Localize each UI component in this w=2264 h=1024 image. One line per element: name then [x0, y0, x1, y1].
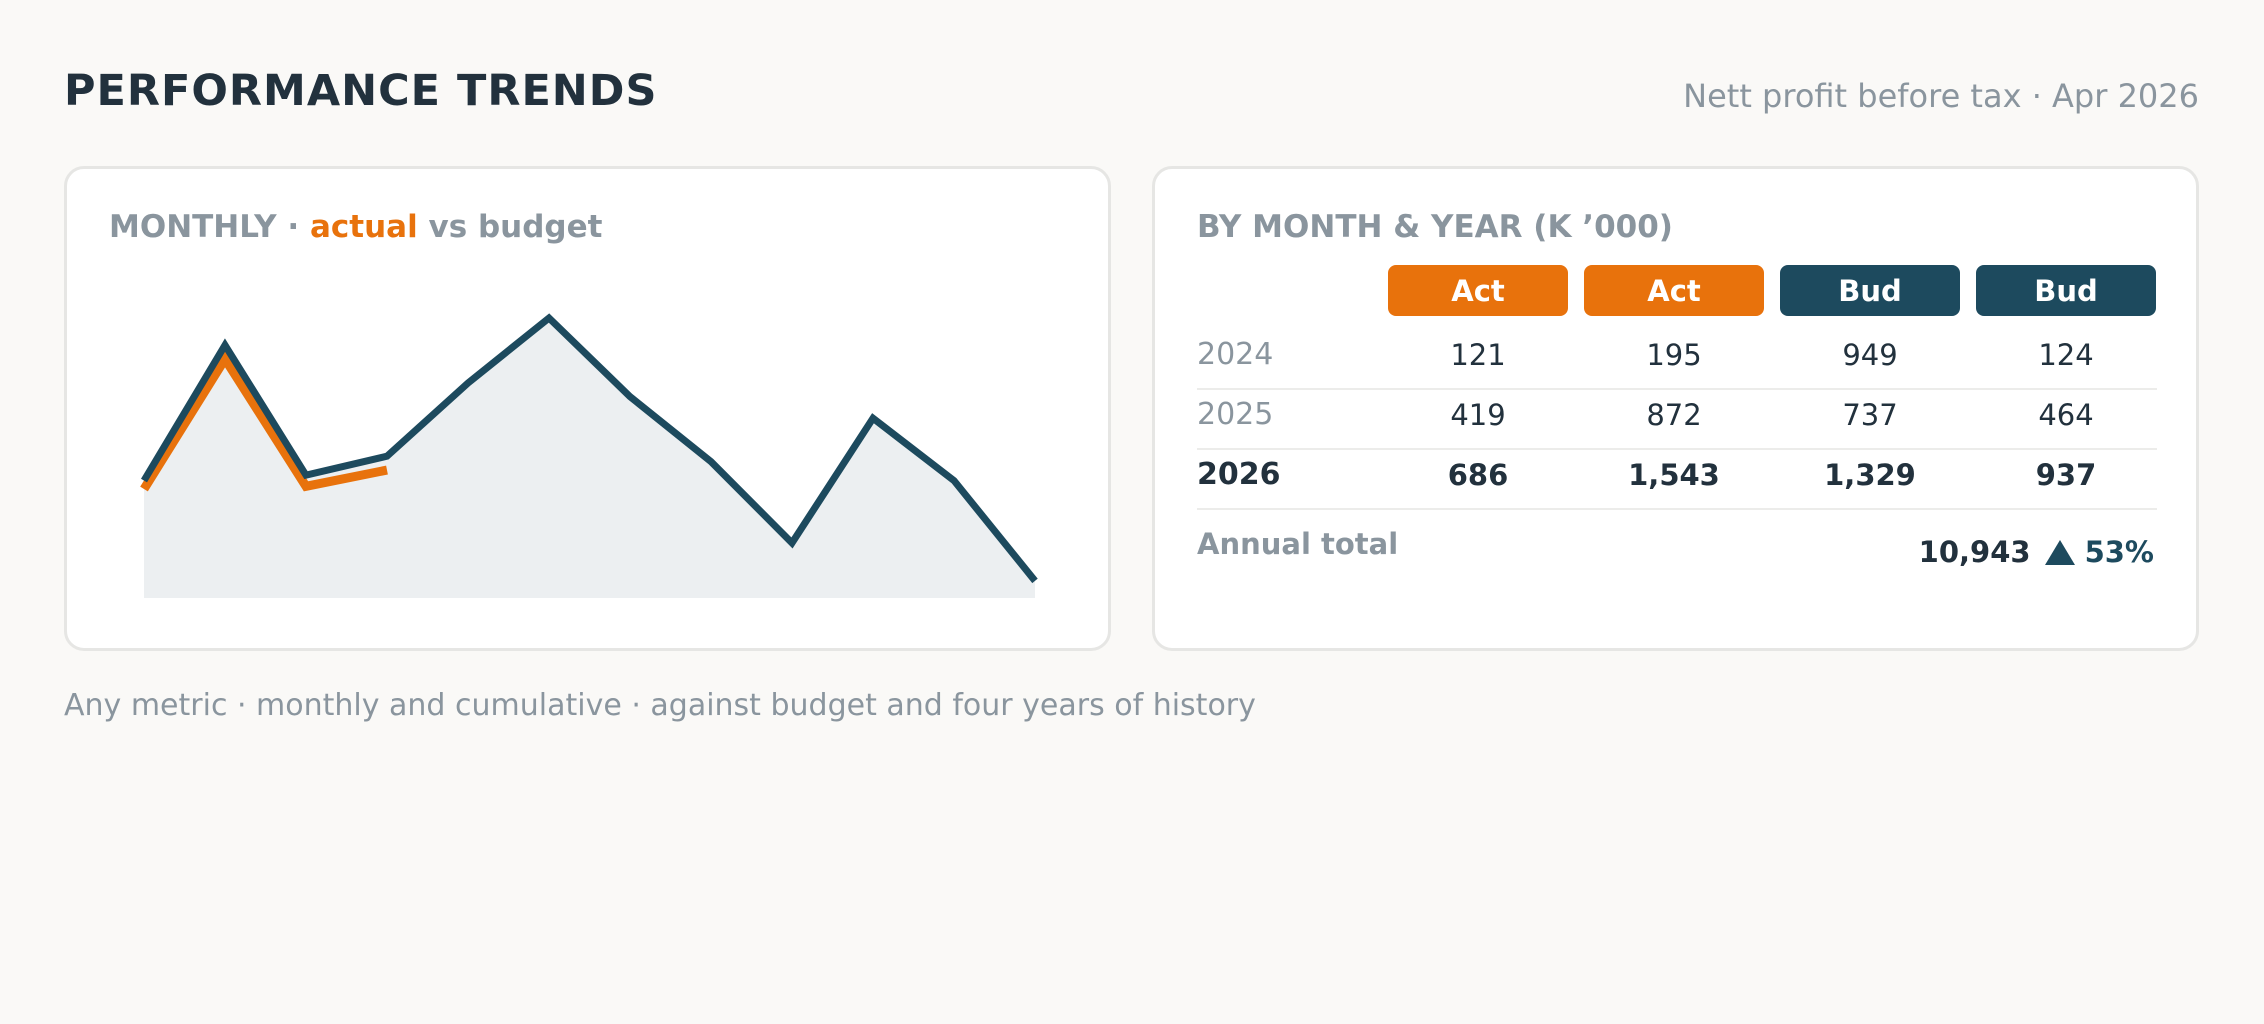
footnote: Any metric · monthly and cumulative · ag…: [64, 688, 1256, 723]
table-cell: 686: [1447, 458, 1509, 492]
row-divider: [1197, 508, 2157, 510]
row-year: 2026: [1197, 457, 1281, 492]
annual-total: 10,943 53%: [1919, 535, 2154, 569]
table-cell: 737: [1842, 398, 1898, 432]
monthly-chart-card: MONTHLY · actual vs budget: [64, 166, 1111, 651]
table-cell: 872: [1646, 398, 1702, 432]
table-cell: 124: [2038, 338, 2094, 372]
row-year: 2025: [1197, 397, 1274, 432]
column-header-budget: Bud: [1976, 265, 2156, 316]
heading-prefix: MONTHLY ·: [109, 209, 310, 245]
annual-total-label: Annual total: [1197, 527, 1399, 561]
page-title: PERFORMANCE TRENDS: [64, 66, 658, 116]
annual-total-value: 10,943: [1918, 535, 2031, 569]
page-subtitle: Nett profit before tax · Apr 2026: [1683, 77, 2199, 115]
monthly-chart-heading: MONTHLY · actual vs budget: [109, 209, 602, 245]
triangle-up-icon: [2044, 539, 2075, 565]
row-divider: [1197, 448, 2157, 450]
budget-area: [144, 318, 1035, 598]
column-header-budget: Bud: [1780, 265, 1960, 316]
budget-series-line: [140, 313, 1038, 584]
row-year: 2024: [1197, 337, 1274, 372]
column-header-actual: Act: [1388, 265, 1568, 316]
row-divider: [1197, 388, 2157, 390]
annual-total-change: 53%: [2084, 535, 2154, 569]
year-table-heading: BY MONTH & YEAR (K ’000): [1197, 209, 1673, 245]
heading-suffix: vs budget: [417, 209, 603, 245]
table-cell: 1,329: [1824, 458, 1916, 492]
monthly-line-chart: [140, 313, 1038, 598]
table-cell: 1,543: [1628, 458, 1720, 492]
column-header-actual: Act: [1584, 265, 1764, 316]
table-cell: 121: [1450, 338, 1506, 372]
actual-series-line: [140, 350, 388, 492]
year-table-card: BY MONTH & YEAR (K ’000) Act Act Bud Bud 202…: [1152, 166, 2199, 651]
table-cell: 937: [2035, 458, 2097, 492]
heading-accent: actual: [309, 209, 418, 245]
table-cell: 419: [1450, 398, 1506, 432]
table-cell: 195: [1646, 338, 1702, 372]
table-cell: 464: [2038, 398, 2094, 432]
table-cell: 949: [1842, 338, 1898, 372]
